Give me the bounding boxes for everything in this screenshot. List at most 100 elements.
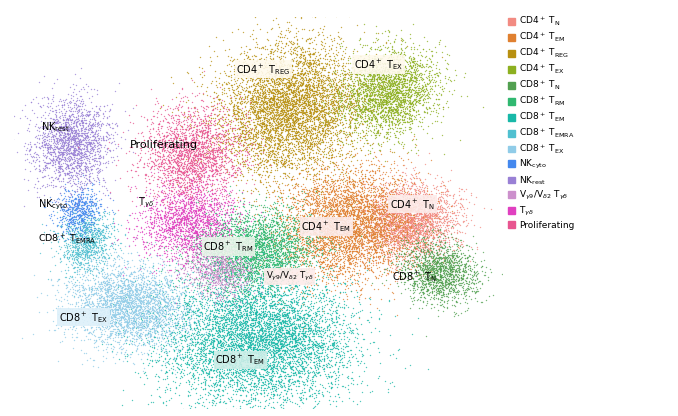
Point <box>268 115 279 122</box>
Point <box>192 82 203 89</box>
Point <box>108 354 119 360</box>
Point <box>194 151 205 157</box>
Point <box>76 151 87 157</box>
Point <box>231 225 241 232</box>
Point <box>304 106 315 112</box>
Point <box>425 223 436 230</box>
Point <box>423 248 434 255</box>
Point <box>298 46 308 52</box>
Point <box>119 329 129 336</box>
Point <box>200 227 211 234</box>
Point <box>233 95 244 102</box>
Point <box>226 311 237 318</box>
Point <box>203 146 214 153</box>
Point <box>393 177 403 183</box>
Point <box>420 231 431 238</box>
Point <box>79 114 89 121</box>
Point <box>197 290 208 297</box>
Point <box>269 114 280 121</box>
Point <box>85 324 96 331</box>
Point <box>296 357 306 363</box>
Point <box>139 310 150 317</box>
Point <box>325 217 336 224</box>
Point <box>103 303 114 310</box>
Point <box>141 282 152 288</box>
Point <box>136 324 147 331</box>
Point <box>151 148 162 155</box>
Point <box>173 361 184 367</box>
Point <box>59 126 70 133</box>
Point <box>207 248 218 254</box>
Point <box>304 392 315 399</box>
Point <box>416 88 426 94</box>
Point <box>180 260 191 267</box>
Point <box>81 213 92 220</box>
Point <box>261 371 272 378</box>
Point <box>214 282 225 289</box>
Point <box>176 222 186 228</box>
Point <box>403 272 414 279</box>
Point <box>311 342 321 349</box>
Point <box>218 333 229 340</box>
Point <box>319 366 330 372</box>
Point <box>421 47 432 54</box>
Point <box>246 235 257 242</box>
Point <box>81 140 92 146</box>
Point <box>357 198 367 205</box>
Point <box>177 216 188 223</box>
Point <box>193 151 203 158</box>
Point <box>435 222 445 228</box>
Point <box>344 175 355 181</box>
Point <box>222 248 233 254</box>
Point <box>143 339 154 346</box>
Point <box>194 179 205 186</box>
Point <box>178 324 189 331</box>
Point <box>415 76 426 82</box>
Point <box>399 207 410 214</box>
Point <box>391 98 402 104</box>
Point <box>213 277 224 284</box>
Point <box>411 234 422 240</box>
Point <box>79 251 90 258</box>
Point <box>331 242 342 249</box>
Point <box>89 144 100 151</box>
Point <box>213 221 224 228</box>
Point <box>152 109 163 116</box>
Point <box>261 271 272 277</box>
Point <box>123 287 134 294</box>
Point <box>158 190 169 196</box>
Point <box>210 111 221 118</box>
Point <box>169 269 180 275</box>
Point <box>363 223 374 229</box>
Point <box>119 292 129 299</box>
Point <box>471 269 481 275</box>
Point <box>98 134 108 140</box>
Point <box>323 85 334 92</box>
Point <box>373 70 384 77</box>
Point <box>354 209 365 215</box>
Point <box>308 346 319 353</box>
Point <box>238 343 249 349</box>
Point <box>72 236 83 243</box>
Point <box>237 127 248 134</box>
Point <box>357 218 367 224</box>
Point <box>395 101 405 107</box>
Point <box>354 104 365 110</box>
Point <box>319 234 330 241</box>
Point <box>277 267 288 274</box>
Point <box>243 228 254 235</box>
Point <box>317 246 328 253</box>
Point <box>262 45 273 52</box>
Point <box>256 142 266 149</box>
Point <box>410 204 420 210</box>
Point <box>308 230 319 236</box>
Point <box>254 224 264 231</box>
Point <box>397 228 408 235</box>
Point <box>287 354 298 361</box>
Point <box>58 149 68 156</box>
Point <box>227 243 238 250</box>
Point <box>292 181 303 188</box>
Point <box>439 257 450 263</box>
Point <box>309 81 320 88</box>
Point <box>87 307 98 314</box>
